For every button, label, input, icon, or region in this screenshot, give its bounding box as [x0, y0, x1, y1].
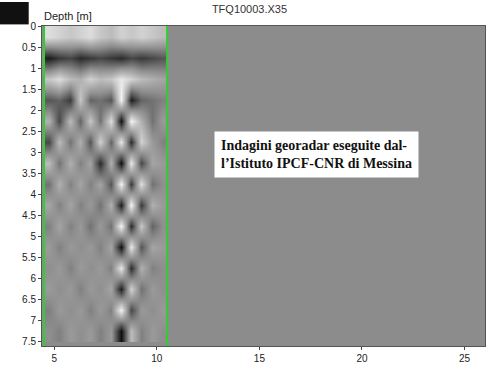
svg-text:Depth [m]: Depth [m]	[44, 10, 92, 22]
svg-text:3.5: 3.5	[22, 168, 36, 179]
svg-text:4: 4	[30, 189, 36, 200]
svg-text:6.5: 6.5	[22, 294, 36, 305]
svg-text:25: 25	[459, 353, 471, 364]
svg-text:5: 5	[52, 353, 58, 364]
svg-text:1.5: 1.5	[22, 84, 36, 95]
svg-text:4.5: 4.5	[22, 210, 36, 221]
svg-text:1: 1	[30, 63, 36, 74]
svg-text:7: 7	[30, 315, 36, 326]
svg-text:10: 10	[151, 353, 163, 364]
svg-text:2.5: 2.5	[22, 126, 36, 137]
svg-text:Indagini georadar eseguite dal: Indagini georadar eseguite dal-l’Istitut…	[221, 138, 412, 171]
svg-text:0: 0	[30, 21, 36, 32]
svg-text:3: 3	[30, 147, 36, 158]
svg-text:2: 2	[30, 105, 36, 116]
svg-text:6: 6	[30, 273, 36, 284]
svg-text:5: 5	[30, 231, 36, 242]
svg-text:7.5: 7.5	[22, 336, 36, 347]
svg-text:20: 20	[356, 353, 368, 364]
svg-text:TFQ10003.X35: TFQ10003.X35	[212, 3, 287, 15]
svg-text:0.5: 0.5	[22, 42, 36, 53]
svg-text:15: 15	[254, 353, 266, 364]
svg-text:5.5: 5.5	[22, 252, 36, 263]
